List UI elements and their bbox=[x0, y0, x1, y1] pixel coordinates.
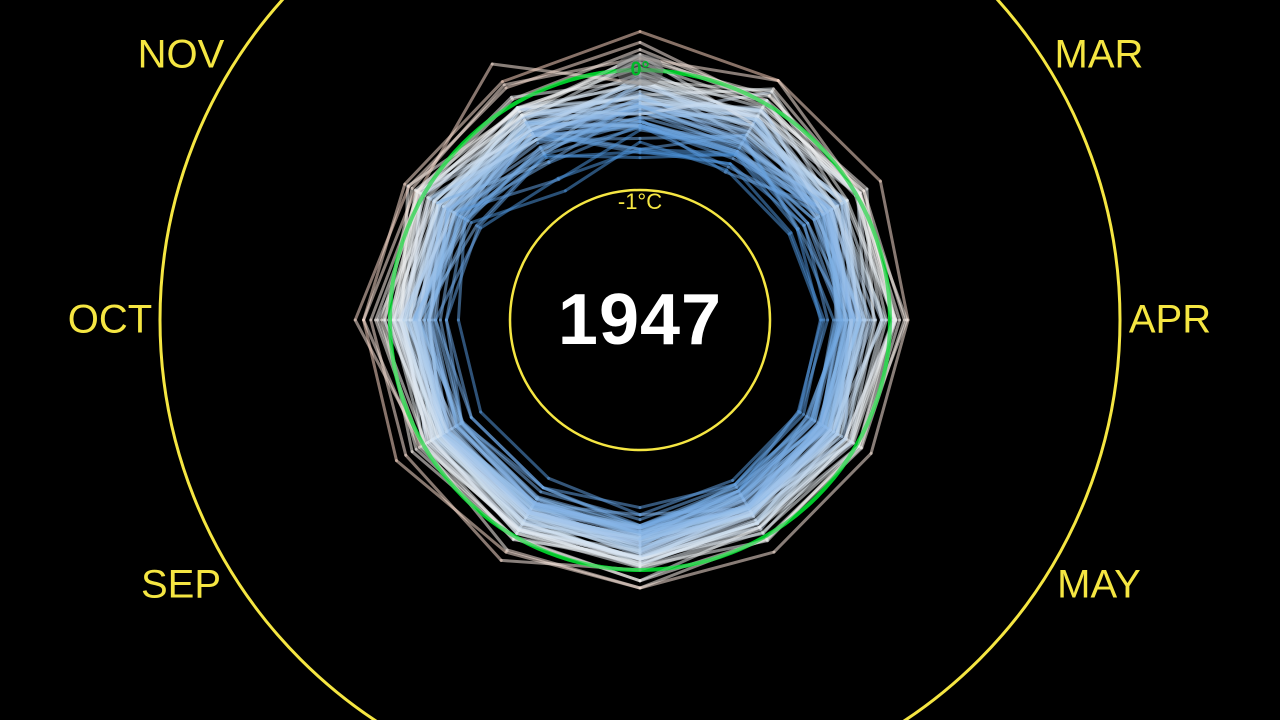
month-label-oct: OCT bbox=[68, 298, 152, 343]
month-label-apr: APR bbox=[1129, 298, 1211, 343]
year-display: 1947 bbox=[558, 279, 722, 361]
month-label-may: MAY bbox=[1057, 563, 1141, 608]
climate-spiral-chart: 1947 MAR APR MAY SEP OCT NOV -1°C 0° bbox=[0, 0, 1280, 720]
ring-label-inner: -1°C bbox=[618, 189, 662, 215]
ring-label-zero: 0° bbox=[616, 55, 663, 86]
month-label-nov: NOV bbox=[138, 33, 225, 78]
month-label-sep: SEP bbox=[141, 563, 221, 608]
month-label-mar: MAR bbox=[1055, 33, 1144, 78]
